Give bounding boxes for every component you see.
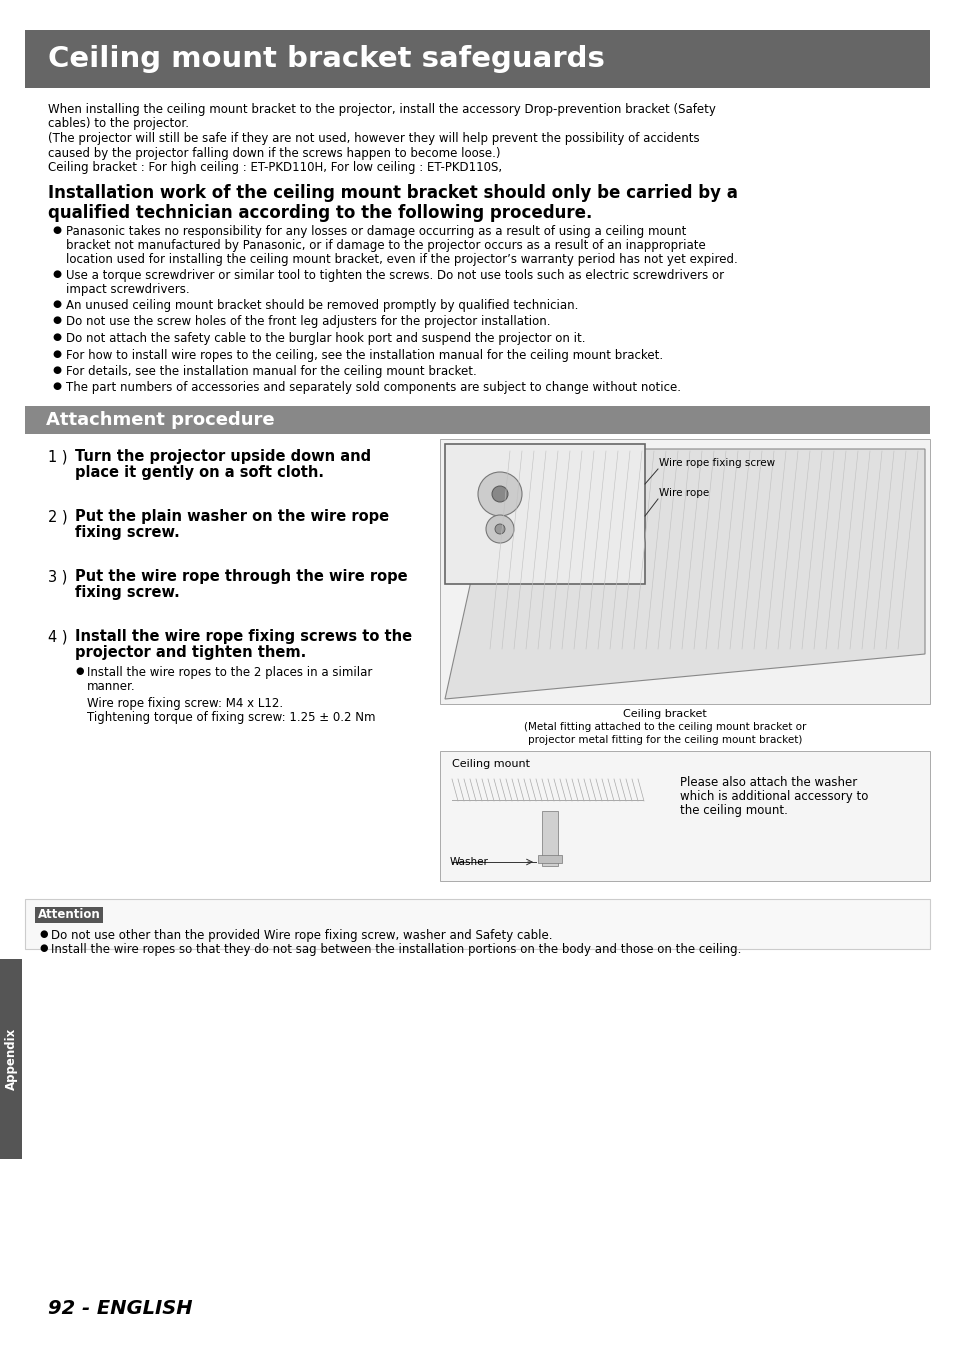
Bar	[537, 855, 561, 863]
Text: Attachment procedure: Attachment procedure	[46, 410, 274, 429]
Text: (Metal fitting attached to the ceiling mount bracket or: (Metal fitting attached to the ceiling m…	[523, 722, 805, 732]
Text: Tightening torque of fixing screw: 1.25 ± 0.2 Nm: Tightening torque of fixing screw: 1.25 …	[87, 711, 375, 724]
Text: ●: ●	[52, 382, 61, 391]
Bar	[439, 751, 929, 882]
Text: location used for installing the ceiling mount bracket, even if the projector’s : location used for installing the ceiling…	[66, 252, 737, 266]
Text: ●: ●	[52, 316, 61, 325]
Text: Ceiling mount bracket safeguards: Ceiling mount bracket safeguards	[48, 45, 604, 73]
Text: fixing screw.: fixing screw.	[75, 585, 179, 599]
Text: The part numbers of accessories and separately sold components are subject to ch: The part numbers of accessories and sepa…	[66, 382, 680, 394]
Text: ●: ●	[52, 269, 61, 279]
Bar	[541, 811, 558, 865]
Text: 92 - ENGLISH: 92 - ENGLISH	[48, 1299, 193, 1318]
Text: projector and tighten them.: projector and tighten them.	[75, 645, 306, 660]
Text: Turn the projector upside down and: Turn the projector upside down and	[75, 450, 371, 464]
Bar	[25, 899, 929, 949]
Text: 1 ): 1 )	[48, 450, 68, 464]
Text: ●: ●	[39, 929, 48, 940]
Bar	[444, 444, 644, 585]
Text: Panasonic takes no responsibility for any losses or damage occurring as a result: Panasonic takes no responsibility for an…	[66, 225, 685, 239]
Text: 3 ): 3 )	[48, 568, 68, 585]
Circle shape	[477, 472, 521, 516]
Text: For details, see the installation manual for the ceiling mount bracket.: For details, see the installation manual…	[66, 364, 476, 378]
Circle shape	[485, 514, 514, 543]
Text: ●: ●	[75, 666, 84, 676]
Bar	[35, 907, 103, 923]
Text: Install the wire rope fixing screws to the: Install the wire rope fixing screws to t…	[75, 629, 412, 644]
Text: Please also attach the washer: Please also attach the washer	[679, 776, 857, 788]
Text: Wire rope fixing screw: M4 x L12.: Wire rope fixing screw: M4 x L12.	[87, 698, 283, 710]
Text: An unused ceiling mount bracket should be removed promptly by qualified technici: An unused ceiling mount bracket should b…	[66, 298, 578, 312]
Text: fixing screw.: fixing screw.	[75, 525, 179, 540]
Text: Ceiling bracket: Ceiling bracket	[622, 709, 706, 720]
Text: Wire rope: Wire rope	[659, 487, 708, 498]
Text: ●: ●	[39, 944, 48, 953]
Text: cables) to the projector.: cables) to the projector.	[48, 117, 189, 131]
Text: Ceiling bracket : For high ceiling : ET-PKD110H, For low ceiling : ET-PKD110S,: Ceiling bracket : For high ceiling : ET-…	[48, 161, 501, 174]
Bar	[439, 439, 929, 703]
Bar	[0, 958, 22, 1160]
Polygon shape	[444, 450, 924, 699]
Text: For how to install wire ropes to the ceiling, see the installation manual for th: For how to install wire ropes to the cei…	[66, 348, 662, 362]
Text: place it gently on a soft cloth.: place it gently on a soft cloth.	[75, 464, 324, 481]
Text: ●: ●	[52, 298, 61, 309]
Bar	[25, 30, 929, 88]
Text: Appendix: Appendix	[5, 1027, 17, 1091]
Text: 2 ): 2 )	[48, 509, 68, 524]
Text: projector metal fitting for the ceiling mount bracket): projector metal fitting for the ceiling …	[527, 734, 801, 745]
Text: qualified technician according to the following procedure.: qualified technician according to the fo…	[48, 204, 592, 221]
Text: (The projector will still be safe if they are not used, however they will help p: (The projector will still be safe if the…	[48, 132, 699, 144]
Circle shape	[495, 524, 504, 535]
Text: Install the wire ropes to the 2 places in a similar: Install the wire ropes to the 2 places i…	[87, 666, 372, 679]
Text: caused by the projector falling down if the screws happen to become loose.): caused by the projector falling down if …	[48, 147, 500, 159]
Text: bracket not manufactured by Panasonic, or if damage to the projector occurs as a: bracket not manufactured by Panasonic, o…	[66, 239, 705, 252]
Text: Do not use the screw holes of the front leg adjusters for the projector installa: Do not use the screw holes of the front …	[66, 316, 550, 328]
Text: ●: ●	[52, 332, 61, 342]
Text: Put the wire rope through the wire rope: Put the wire rope through the wire rope	[75, 568, 407, 585]
Text: Do not attach the safety cable to the burglar hook port and suspend the projecto: Do not attach the safety cable to the bu…	[66, 332, 585, 346]
Text: ●: ●	[52, 225, 61, 235]
Text: manner.: manner.	[87, 679, 135, 693]
Text: impact screwdrivers.: impact screwdrivers.	[66, 282, 190, 296]
Text: Put the plain washer on the wire rope: Put the plain washer on the wire rope	[75, 509, 389, 524]
Text: ●: ●	[52, 364, 61, 375]
Circle shape	[492, 486, 507, 502]
Text: Ceiling mount: Ceiling mount	[452, 759, 530, 769]
Text: which is additional accessory to: which is additional accessory to	[679, 790, 867, 803]
Text: Install the wire ropes so that they do not sag between the installation portions: Install the wire ropes so that they do n…	[51, 944, 740, 956]
Text: ●: ●	[52, 348, 61, 359]
Text: Wire rope fixing screw: Wire rope fixing screw	[659, 458, 774, 468]
Text: Attention: Attention	[37, 909, 100, 922]
Text: Installation work of the ceiling mount bracket should only be carried by a: Installation work of the ceiling mount b…	[48, 184, 737, 201]
Text: the ceiling mount.: the ceiling mount.	[679, 805, 787, 817]
Text: When installing the ceiling mount bracket to the projector, install the accessor: When installing the ceiling mount bracke…	[48, 103, 715, 116]
Text: 4 ): 4 )	[48, 629, 68, 644]
Bar	[25, 406, 929, 433]
Text: Do not use other than the provided Wire rope fixing screw, washer and Safety cab: Do not use other than the provided Wire …	[51, 929, 552, 942]
Text: Washer: Washer	[450, 857, 488, 867]
Text: Use a torque screwdriver or similar tool to tighten the screws. Do not use tools: Use a torque screwdriver or similar tool…	[66, 269, 723, 282]
